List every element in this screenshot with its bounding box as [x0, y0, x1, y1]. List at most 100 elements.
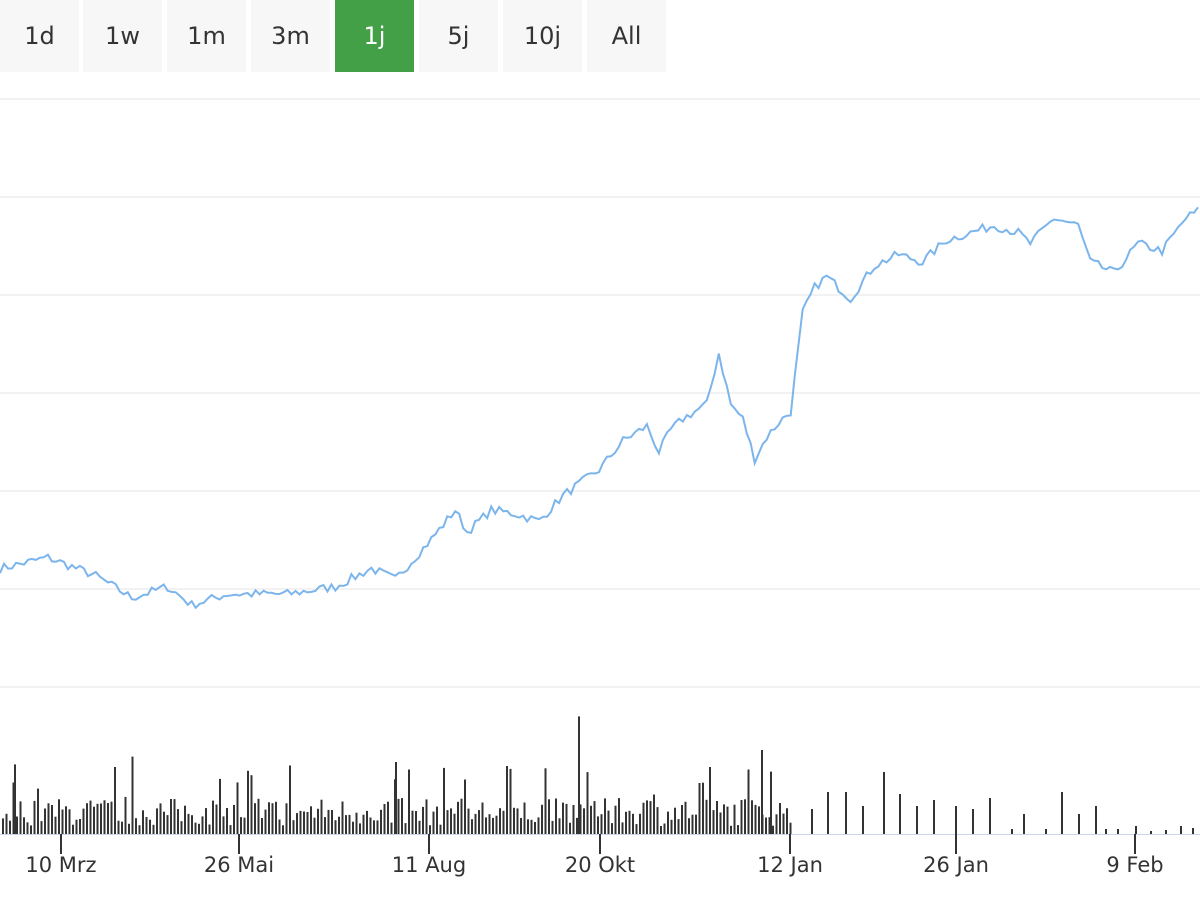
volume-bar: [114, 767, 116, 834]
volume-bar: [401, 798, 403, 834]
volume-bar: [159, 803, 162, 834]
volume-bar: [569, 822, 571, 834]
volume-bar: [667, 811, 669, 834]
volume-bar: [513, 807, 515, 834]
volume-bar: [37, 788, 39, 834]
volume-bar: [576, 817, 578, 834]
volume-bar: [65, 806, 67, 834]
volume-bar: [397, 798, 400, 834]
volume-bar: [730, 825, 732, 834]
volume-bar: [740, 800, 743, 834]
range-button-1m[interactable]: 1m: [167, 0, 246, 72]
volume-bar: [709, 767, 711, 834]
volume-bar: [380, 809, 382, 834]
volume-bar: [404, 823, 407, 834]
volume-bar: [107, 803, 109, 834]
volume-bar: [527, 819, 529, 834]
volume-bar: [201, 816, 204, 834]
volume-bar: [1105, 829, 1107, 834]
volume-bar: [572, 805, 575, 834]
volume-bar: [47, 803, 50, 834]
volume-bar: [229, 825, 232, 834]
volume-bar: [254, 803, 256, 834]
volume-bar: [173, 799, 176, 834]
volume-bar: [681, 805, 683, 834]
range-button-3m[interactable]: 3m: [251, 0, 330, 72]
volume-bar: [737, 825, 739, 834]
volume-bar: [387, 801, 389, 834]
volume-bar: [369, 817, 372, 834]
volume-bar: [429, 825, 431, 834]
volume-bar: [712, 810, 715, 834]
volume-bar: [226, 808, 228, 834]
volume-bars: [2, 716, 1194, 834]
volume-bar: [366, 810, 368, 834]
volume-bar: [306, 812, 309, 834]
volume-bar: [578, 716, 580, 834]
volume-bar: [481, 802, 484, 834]
range-button-1d[interactable]: 1d: [0, 0, 79, 72]
volume-bar: [131, 756, 134, 834]
volume-bar: [744, 799, 746, 834]
volume-bar: [233, 804, 235, 834]
volume-bar: [61, 809, 64, 834]
volume-bar: [383, 804, 386, 834]
volume-bar: [5, 813, 8, 834]
volume-bar: [537, 817, 540, 834]
volume-bar: [775, 814, 778, 834]
volume-bar: [674, 807, 676, 834]
volume-bar: [376, 820, 379, 834]
range-button-10j[interactable]: 10j: [503, 0, 582, 72]
volume-bar: [677, 819, 680, 834]
x-tick-label: 26 Jan: [923, 853, 989, 877]
volume-bar: [723, 804, 725, 834]
volume-bar: [541, 804, 543, 834]
volume-bar: [1192, 828, 1194, 834]
volume-bar: [460, 798, 463, 834]
volume-bar: [194, 822, 197, 834]
range-button-all[interactable]: All: [587, 0, 666, 72]
volume-bar: [303, 811, 305, 834]
volume-bar: [786, 808, 788, 834]
volume-bar: [296, 813, 298, 834]
volume-bar: [502, 810, 505, 834]
volume-bar: [110, 801, 113, 834]
volume-bar: [268, 802, 270, 834]
volume-bar: [509, 768, 512, 834]
volume-bar: [642, 802, 645, 834]
volume-bar: [432, 811, 435, 834]
volume-bar: [523, 802, 526, 834]
volume-bar: [450, 808, 452, 834]
volume-bar: [488, 814, 491, 834]
volume-bar: [212, 800, 214, 834]
volume-bar: [751, 800, 753, 834]
volume-bar: [1023, 814, 1025, 834]
volume-bar: [1011, 829, 1013, 834]
volume-bar: [215, 804, 218, 834]
volume-bar: [862, 806, 864, 834]
volume-bar: [191, 815, 193, 834]
volume-bar: [180, 821, 183, 834]
volume-bar: [411, 810, 414, 834]
volume-bar: [324, 817, 326, 834]
volume-bar: [30, 825, 32, 834]
volume-bar: [899, 794, 901, 834]
volume-bar: [782, 813, 785, 834]
volume-bar: [373, 820, 375, 834]
volume-bar: [761, 750, 763, 834]
volume-bar: [1135, 826, 1137, 834]
volume-bar: [355, 812, 358, 834]
volume-bar: [278, 819, 281, 834]
volume-bar: [341, 801, 344, 834]
volume-bar: [485, 817, 487, 834]
volume-bar: [646, 800, 648, 834]
volume-bar: [1117, 829, 1119, 834]
volume-bar: [558, 818, 561, 834]
range-button-5j[interactable]: 5j: [419, 0, 498, 72]
volume-bar: [845, 792, 847, 834]
range-button-1j[interactable]: 1j: [335, 0, 414, 72]
volume-bar: [86, 803, 88, 834]
volume-bar: [149, 819, 151, 834]
range-button-1w[interactable]: 1w: [83, 0, 162, 72]
volume-bar: [467, 808, 470, 834]
